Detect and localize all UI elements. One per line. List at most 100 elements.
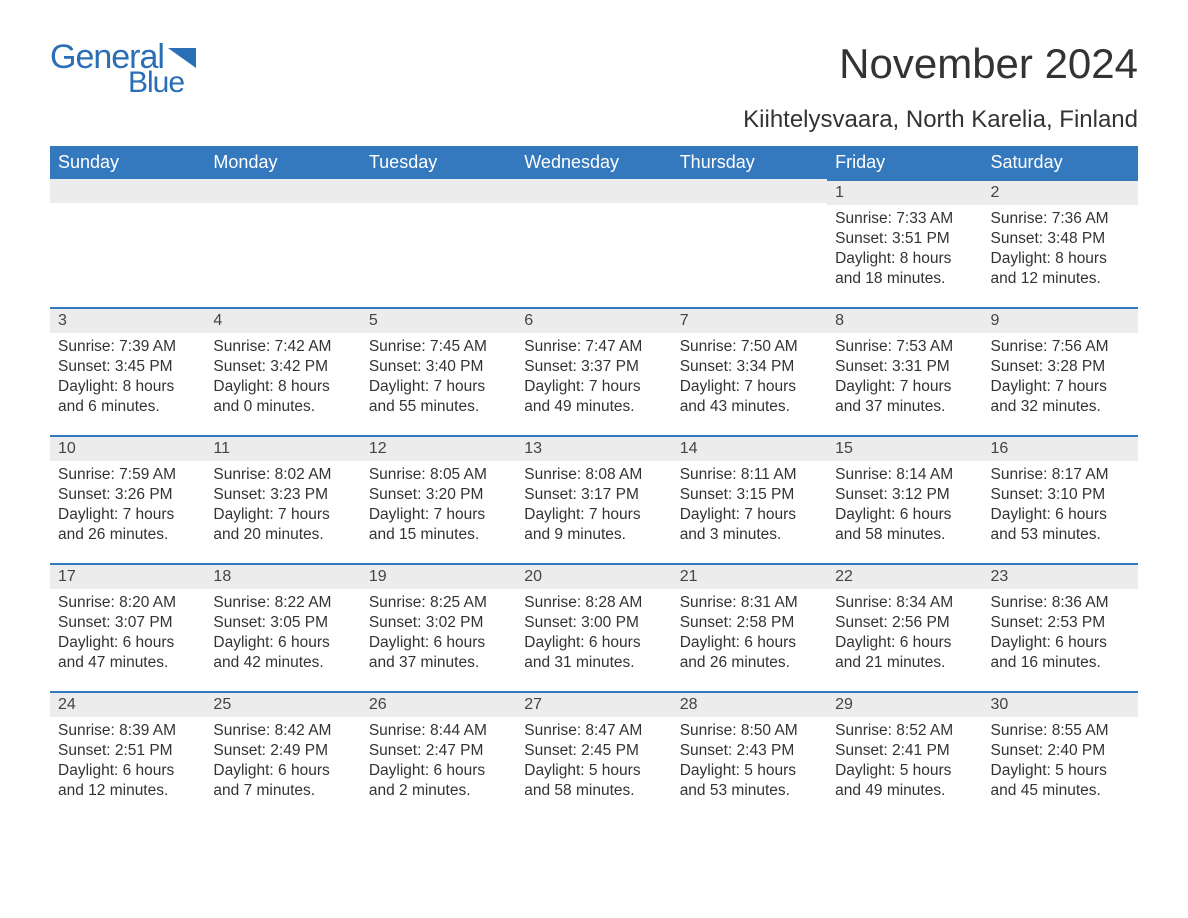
day-sunrise: Sunrise: 8:25 AM bbox=[369, 593, 508, 613]
day-dl1: Daylight: 6 hours bbox=[835, 633, 974, 653]
day-dl2: and 49 minutes. bbox=[835, 781, 974, 801]
day-details: Sunrise: 7:36 AMSunset: 3:48 PMDaylight:… bbox=[983, 205, 1138, 298]
calendar-day-cell: 24Sunrise: 8:39 AMSunset: 2:51 PMDayligh… bbox=[50, 691, 205, 819]
day-number: 27 bbox=[516, 691, 671, 717]
calendar-day-cell: 1Sunrise: 7:33 AMSunset: 3:51 PMDaylight… bbox=[827, 179, 982, 307]
day-dl2: and 37 minutes. bbox=[835, 397, 974, 417]
calendar-day-cell bbox=[516, 179, 671, 307]
day-dl2: and 21 minutes. bbox=[835, 653, 974, 673]
empty-day-bar bbox=[361, 179, 516, 203]
day-dl1: Daylight: 7 hours bbox=[369, 505, 508, 525]
day-sunrise: Sunrise: 7:36 AM bbox=[991, 209, 1130, 229]
day-sunset: Sunset: 3:28 PM bbox=[991, 357, 1130, 377]
calendar-day-cell: 15Sunrise: 8:14 AMSunset: 3:12 PMDayligh… bbox=[827, 435, 982, 563]
day-dl2: and 6 minutes. bbox=[58, 397, 197, 417]
day-sunset: Sunset: 3:26 PM bbox=[58, 485, 197, 505]
day-dl1: Daylight: 7 hours bbox=[213, 505, 352, 525]
day-number: 17 bbox=[50, 563, 205, 589]
day-number: 25 bbox=[205, 691, 360, 717]
day-details: Sunrise: 8:44 AMSunset: 2:47 PMDaylight:… bbox=[361, 717, 516, 810]
day-sunset: Sunset: 3:05 PM bbox=[213, 613, 352, 633]
day-number: 11 bbox=[205, 435, 360, 461]
day-sunrise: Sunrise: 8:39 AM bbox=[58, 721, 197, 741]
day-details: Sunrise: 8:39 AMSunset: 2:51 PMDaylight:… bbox=[50, 717, 205, 810]
day-details: Sunrise: 8:05 AMSunset: 3:20 PMDaylight:… bbox=[361, 461, 516, 554]
day-sunrise: Sunrise: 8:28 AM bbox=[524, 593, 663, 613]
day-sunrise: Sunrise: 8:50 AM bbox=[680, 721, 819, 741]
day-number: 8 bbox=[827, 307, 982, 333]
day-dl2: and 9 minutes. bbox=[524, 525, 663, 545]
calendar-day-cell: 26Sunrise: 8:44 AMSunset: 2:47 PMDayligh… bbox=[361, 691, 516, 819]
day-details: Sunrise: 8:52 AMSunset: 2:41 PMDaylight:… bbox=[827, 717, 982, 810]
calendar-day-cell: 22Sunrise: 8:34 AMSunset: 2:56 PMDayligh… bbox=[827, 563, 982, 691]
day-dl1: Daylight: 7 hours bbox=[524, 505, 663, 525]
day-details: Sunrise: 8:55 AMSunset: 2:40 PMDaylight:… bbox=[983, 717, 1138, 810]
day-sunset: Sunset: 2:51 PM bbox=[58, 741, 197, 761]
day-number: 9 bbox=[983, 307, 1138, 333]
calendar-day-cell: 13Sunrise: 8:08 AMSunset: 3:17 PMDayligh… bbox=[516, 435, 671, 563]
calendar-day-cell: 16Sunrise: 8:17 AMSunset: 3:10 PMDayligh… bbox=[983, 435, 1138, 563]
calendar-day-cell: 27Sunrise: 8:47 AMSunset: 2:45 PMDayligh… bbox=[516, 691, 671, 819]
calendar-day-cell: 6Sunrise: 7:47 AMSunset: 3:37 PMDaylight… bbox=[516, 307, 671, 435]
day-dl2: and 26 minutes. bbox=[680, 653, 819, 673]
day-dl1: Daylight: 6 hours bbox=[680, 633, 819, 653]
calendar-day-cell: 19Sunrise: 8:25 AMSunset: 3:02 PMDayligh… bbox=[361, 563, 516, 691]
day-dl1: Daylight: 7 hours bbox=[58, 505, 197, 525]
calendar-week-row: 24Sunrise: 8:39 AMSunset: 2:51 PMDayligh… bbox=[50, 691, 1138, 819]
day-number: 10 bbox=[50, 435, 205, 461]
weekday-header: Friday bbox=[827, 146, 982, 179]
day-sunrise: Sunrise: 8:17 AM bbox=[991, 465, 1130, 485]
day-details: Sunrise: 7:50 AMSunset: 3:34 PMDaylight:… bbox=[672, 333, 827, 426]
day-sunrise: Sunrise: 8:05 AM bbox=[369, 465, 508, 485]
calendar-day-cell: 29Sunrise: 8:52 AMSunset: 2:41 PMDayligh… bbox=[827, 691, 982, 819]
empty-day-bar bbox=[50, 179, 205, 203]
day-details: Sunrise: 7:59 AMSunset: 3:26 PMDaylight:… bbox=[50, 461, 205, 554]
day-number: 26 bbox=[361, 691, 516, 717]
day-dl1: Daylight: 8 hours bbox=[213, 377, 352, 397]
day-dl2: and 0 minutes. bbox=[213, 397, 352, 417]
day-number: 14 bbox=[672, 435, 827, 461]
day-sunrise: Sunrise: 8:42 AM bbox=[213, 721, 352, 741]
day-dl2: and 7 minutes. bbox=[213, 781, 352, 801]
day-sunset: Sunset: 3:42 PM bbox=[213, 357, 352, 377]
day-number: 5 bbox=[361, 307, 516, 333]
day-details: Sunrise: 7:53 AMSunset: 3:31 PMDaylight:… bbox=[827, 333, 982, 426]
day-sunset: Sunset: 3:31 PM bbox=[835, 357, 974, 377]
day-dl2: and 43 minutes. bbox=[680, 397, 819, 417]
day-dl2: and 20 minutes. bbox=[213, 525, 352, 545]
day-sunset: Sunset: 2:58 PM bbox=[680, 613, 819, 633]
weekday-header: Tuesday bbox=[361, 146, 516, 179]
calendar-day-cell bbox=[672, 179, 827, 307]
calendar-day-cell bbox=[205, 179, 360, 307]
day-dl1: Daylight: 7 hours bbox=[991, 377, 1130, 397]
calendar-day-cell: 14Sunrise: 8:11 AMSunset: 3:15 PMDayligh… bbox=[672, 435, 827, 563]
day-sunrise: Sunrise: 8:08 AM bbox=[524, 465, 663, 485]
day-sunset: Sunset: 2:47 PM bbox=[369, 741, 508, 761]
day-number: 6 bbox=[516, 307, 671, 333]
day-sunrise: Sunrise: 7:45 AM bbox=[369, 337, 508, 357]
day-details: Sunrise: 7:47 AMSunset: 3:37 PMDaylight:… bbox=[516, 333, 671, 426]
calendar-day-cell: 5Sunrise: 7:45 AMSunset: 3:40 PMDaylight… bbox=[361, 307, 516, 435]
day-sunset: Sunset: 2:53 PM bbox=[991, 613, 1130, 633]
day-dl1: Daylight: 6 hours bbox=[524, 633, 663, 653]
empty-day-bar bbox=[205, 179, 360, 203]
day-sunrise: Sunrise: 7:47 AM bbox=[524, 337, 663, 357]
day-sunset: Sunset: 3:12 PM bbox=[835, 485, 974, 505]
day-sunset: Sunset: 2:49 PM bbox=[213, 741, 352, 761]
day-sunrise: Sunrise: 8:36 AM bbox=[991, 593, 1130, 613]
day-dl1: Daylight: 7 hours bbox=[524, 377, 663, 397]
day-dl2: and 3 minutes. bbox=[680, 525, 819, 545]
day-sunrise: Sunrise: 8:55 AM bbox=[991, 721, 1130, 741]
day-sunset: Sunset: 3:34 PM bbox=[680, 357, 819, 377]
day-dl2: and 2 minutes. bbox=[369, 781, 508, 801]
flag-icon bbox=[168, 48, 196, 68]
day-details: Sunrise: 8:42 AMSunset: 2:49 PMDaylight:… bbox=[205, 717, 360, 810]
day-number: 1 bbox=[827, 179, 982, 205]
day-dl2: and 12 minutes. bbox=[58, 781, 197, 801]
day-sunset: Sunset: 3:02 PM bbox=[369, 613, 508, 633]
weekday-header: Saturday bbox=[983, 146, 1138, 179]
day-dl1: Daylight: 6 hours bbox=[835, 505, 974, 525]
day-sunrise: Sunrise: 8:22 AM bbox=[213, 593, 352, 613]
calendar-week-row: 3Sunrise: 7:39 AMSunset: 3:45 PMDaylight… bbox=[50, 307, 1138, 435]
day-dl2: and 12 minutes. bbox=[991, 269, 1130, 289]
